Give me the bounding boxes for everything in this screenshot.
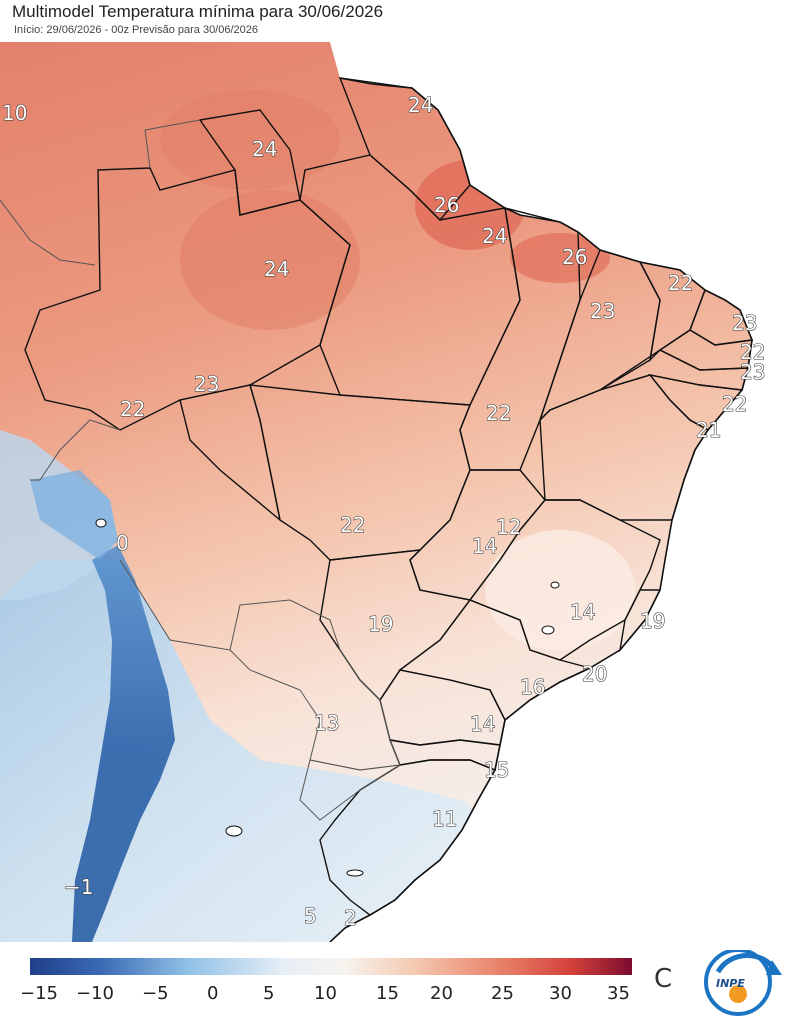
value-label: 13: [314, 711, 339, 735]
lakes: [95, 518, 560, 877]
pale-spot-se: [485, 530, 635, 650]
value-label: 14: [470, 712, 495, 736]
value-label: 24: [264, 257, 289, 281]
inpe-logo: INPE: [704, 950, 782, 1016]
colorbar-tick: 35: [607, 983, 630, 1004]
value-label: 20: [582, 662, 607, 686]
colorbar-tick: 25: [491, 983, 514, 1004]
value-label: 23: [732, 311, 757, 335]
andes-north-blue: [30, 470, 118, 560]
value-label: 24: [482, 224, 507, 248]
warm-spot-amazon: [180, 190, 360, 330]
value-label: 22: [486, 401, 511, 425]
value-label: 22: [340, 513, 365, 537]
value-label: 19: [640, 609, 665, 633]
value-label: 22: [668, 271, 693, 295]
value-label: 11: [432, 807, 457, 831]
value-label: 0: [116, 531, 129, 555]
value-label: 23: [194, 372, 219, 396]
colorbar-tick: 0: [207, 983, 218, 1004]
colorbar-gradient: [30, 958, 632, 975]
value-label: −1: [64, 875, 93, 899]
colorbar-tick: −10: [76, 983, 114, 1004]
value-label: 12: [496, 515, 521, 539]
value-label: 24: [408, 93, 433, 117]
warm-spot-guiana: [160, 90, 340, 190]
value-label: 2: [344, 906, 357, 930]
value-label: 23: [590, 299, 615, 323]
value-label: 10: [2, 101, 27, 125]
map-subtitle: Início: 29/06/2026 - 00z Previsão para 3…: [14, 24, 259, 36]
warm-spot-coast: [510, 233, 610, 283]
value-label: 23: [740, 360, 765, 384]
colorbar-tick: 5: [263, 983, 274, 1004]
value-label: 26: [434, 193, 459, 217]
value-label: 14: [472, 534, 497, 558]
map-title: Multimodel Temperatura mínima para 30/06…: [12, 2, 384, 21]
value-label: 16: [520, 675, 545, 699]
colorbar: −15 −10 −5 0 5 10 15 20 25 30 35 C INPE: [20, 950, 782, 1016]
colorbar-tick: 10: [314, 983, 337, 1004]
value-label: 22: [722, 392, 747, 416]
colorbar-ticks: −15 −10 −5 0 5 10 15 20 25 30 35: [20, 983, 630, 1004]
colorbar-unit: C: [654, 964, 672, 994]
state-borders: [24, 77, 753, 916]
value-label: 5: [304, 904, 317, 928]
value-label: 24: [252, 137, 277, 161]
value-label: 26: [562, 245, 587, 269]
colorbar-tick: 20: [430, 983, 453, 1004]
value-label: 22: [120, 397, 145, 421]
value-labels: 10 24 24 26 24 24 26 22 23 23 22 23 22 2…: [1, 92, 766, 930]
andes-cold-band: [72, 545, 175, 942]
atlantic-ocean: [330, 42, 791, 942]
value-label: 14: [570, 600, 595, 624]
temperature-map: 10 24 24 26 24 24 26 22 23 23 22 23 22 2…: [0, 42, 791, 942]
country-borders: [0, 119, 401, 821]
colorbar-tick: −5: [142, 983, 169, 1004]
value-label: 22: [740, 340, 765, 364]
colorbar-tick: 15: [376, 983, 399, 1004]
inpe-logo-text: INPE: [716, 977, 745, 990]
colorbar-tick: −15: [20, 983, 58, 1004]
value-label: 21: [696, 418, 721, 442]
colorbar-tick: 30: [549, 983, 572, 1004]
value-label: 19: [368, 612, 393, 636]
value-label: 15: [484, 758, 509, 782]
